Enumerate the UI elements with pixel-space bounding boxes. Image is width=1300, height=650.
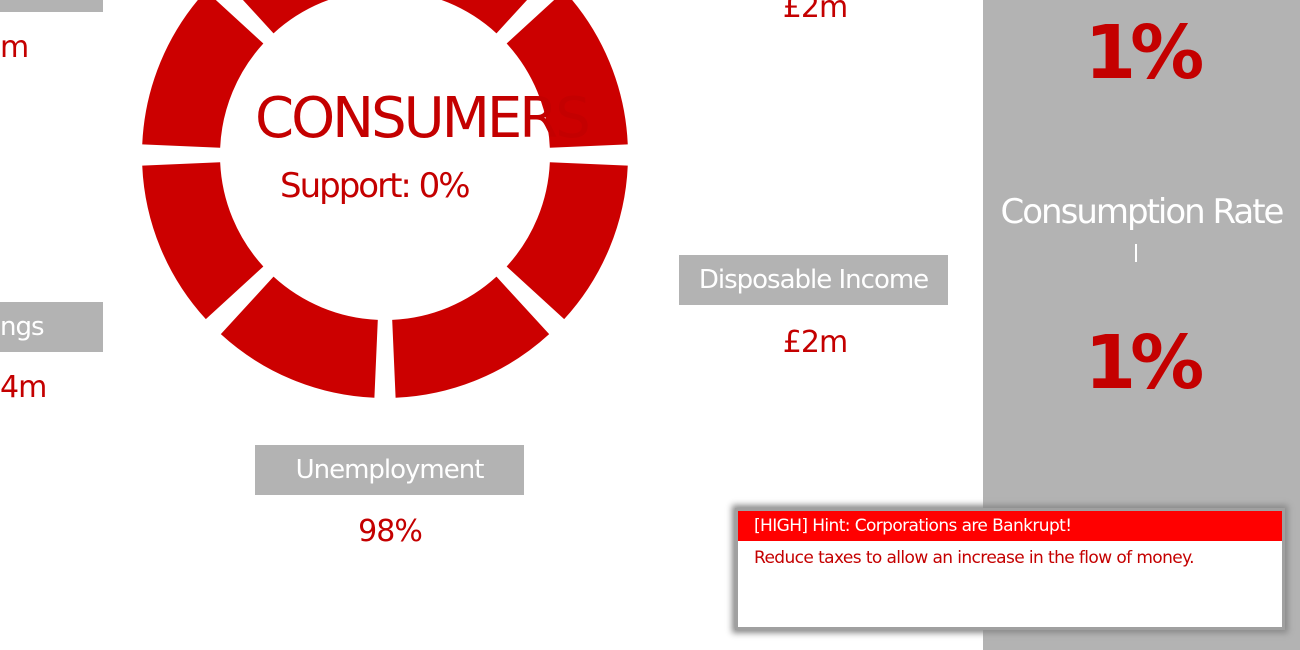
consumption-rate-percent: 1% bbox=[1084, 320, 1205, 406]
ring-segment bbox=[506, 162, 628, 320]
top-rate-percent: 1% bbox=[1084, 10, 1205, 96]
ring-segment bbox=[220, 276, 378, 398]
top-left-value: m bbox=[0, 30, 29, 65]
ring-segment bbox=[142, 0, 264, 148]
unemployment-label: Unemployment bbox=[255, 445, 524, 495]
consumers-support: Support: 0% bbox=[280, 166, 471, 206]
savings-value: 4m bbox=[0, 370, 47, 405]
ring-segment bbox=[142, 162, 264, 320]
consumption-rate-label: Consumption Rate bbox=[1000, 192, 1285, 232]
savings-label-box: ngs bbox=[0, 302, 103, 352]
consumers-ring[interactable] bbox=[140, 0, 640, 410]
consumption-rate-marker bbox=[1135, 244, 1137, 262]
disposable-income-label: Disposable Income bbox=[679, 255, 948, 305]
top-center-value: £2m bbox=[782, 0, 848, 25]
top-left-label-box bbox=[0, 0, 103, 12]
ring-segment bbox=[441, 0, 528, 34]
consumers-title: CONSUMERS bbox=[255, 86, 591, 151]
ring-segment bbox=[242, 0, 329, 34]
unemployment-value: 98% bbox=[358, 514, 423, 549]
hint-popup[interactable]: [HIGH] Hint: Corporations are Bankrupt! … bbox=[735, 508, 1285, 630]
hint-title: [HIGH] Hint: Corporations are Bankrupt! bbox=[738, 511, 1282, 541]
hint-message: Reduce taxes to allow an increase in the… bbox=[754, 548, 1195, 568]
ring-segment bbox=[392, 276, 550, 398]
disposable-income-value: £2m bbox=[782, 325, 848, 360]
ring-segment bbox=[506, 0, 628, 148]
savings-label: ngs bbox=[0, 312, 45, 342]
